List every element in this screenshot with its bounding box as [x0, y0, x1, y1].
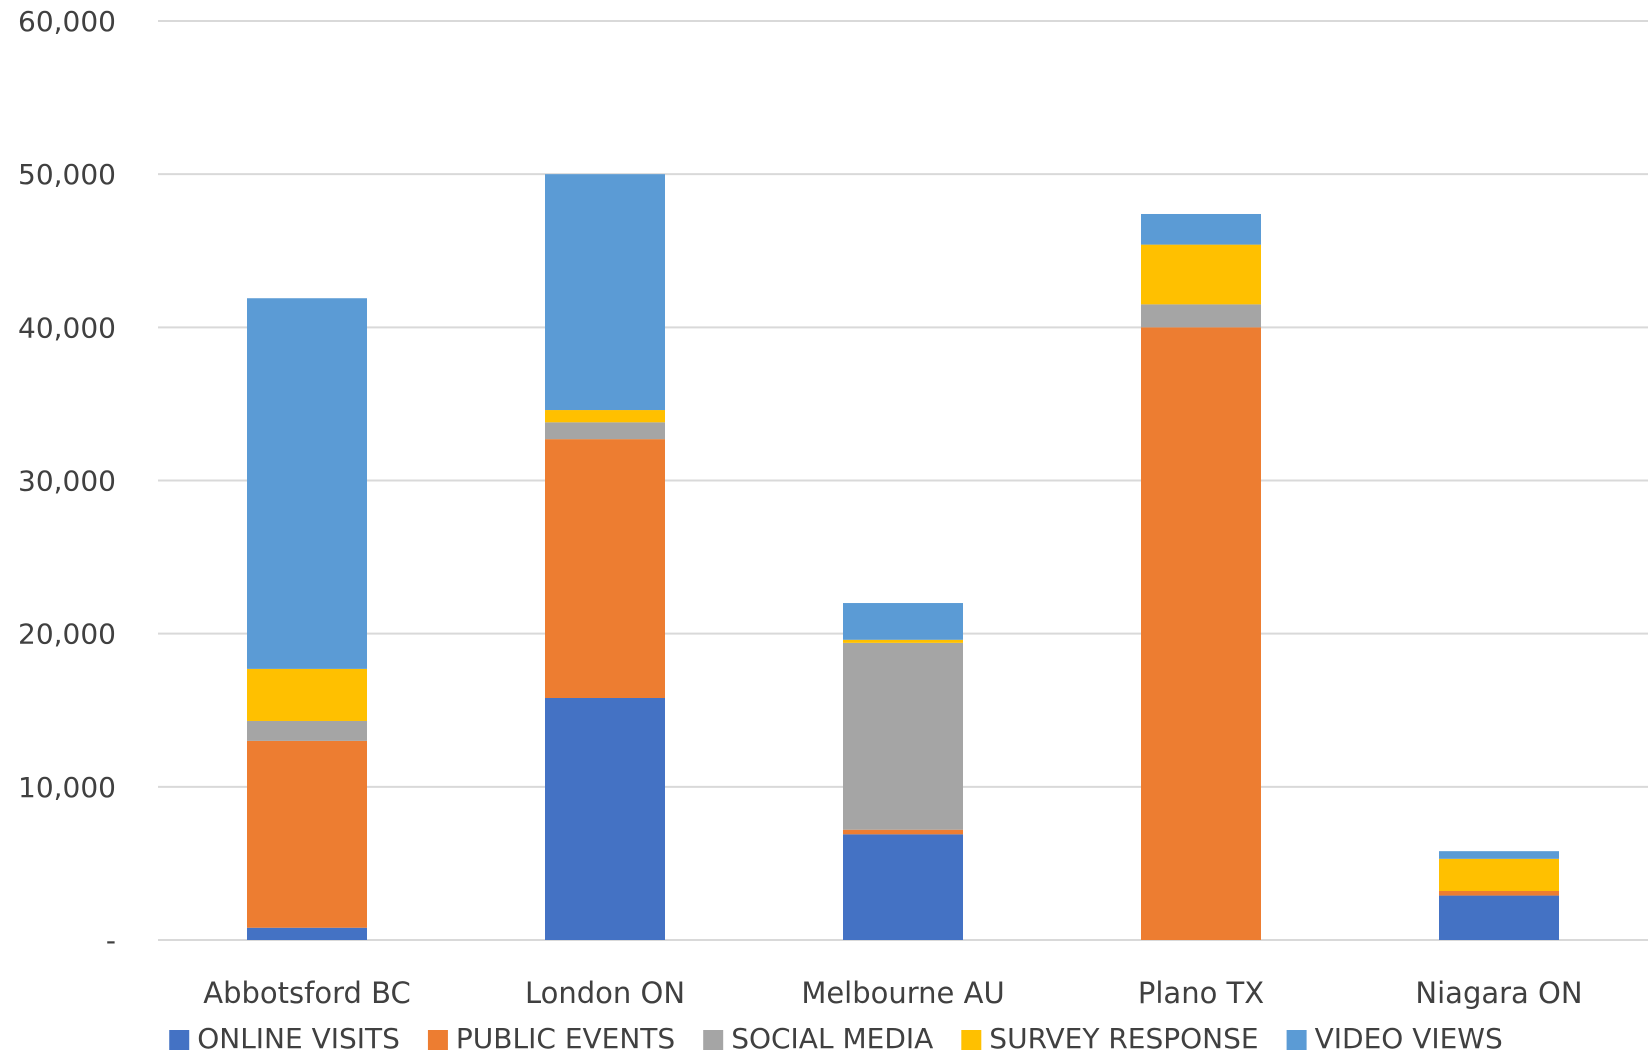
legend-swatch: [427, 1030, 448, 1050]
bar-segment: [1141, 327, 1261, 940]
legend-label: ONLINE VISITS: [197, 1022, 400, 1055]
legend-swatch: [169, 1030, 190, 1050]
legend: ONLINE VISITS PUBLIC EVENTS SOCIAL MEDIA SU…: [169, 1022, 1503, 1055]
legend-item: ONLINE VISITS: [169, 1022, 400, 1055]
legend-swatch: [961, 1030, 982, 1050]
bar-segment: [1439, 858, 1559, 891]
y-tick-label: 40,000: [18, 311, 116, 344]
legend-item: PUBLIC EVENTS: [427, 1022, 675, 1055]
bar-segment: [1141, 244, 1261, 305]
bar-segment: [843, 834, 963, 940]
bar-segment: [247, 740, 367, 928]
bar-segment: [247, 298, 367, 669]
y-tick-label: 30,000: [18, 465, 116, 498]
legend-swatch: [703, 1030, 724, 1050]
x-category-label: London ON: [525, 976, 685, 1010]
bar-segment: [843, 642, 963, 830]
bar-segment: [247, 927, 367, 940]
y-tick-label: 60,000: [18, 5, 116, 38]
legend-item: SOCIAL MEDIA: [703, 1022, 933, 1055]
bar-segment: [1141, 213, 1261, 245]
x-category-label: Abbotsford BC: [203, 976, 411, 1010]
bar-segment: [545, 439, 665, 698]
bar-segment: [1141, 304, 1261, 328]
bar-segment: [545, 174, 665, 411]
bar-segment: [1439, 851, 1559, 859]
bar-segment: [247, 720, 367, 741]
bar-segment: [1439, 895, 1559, 940]
y-axis: - 10,000 20,000 30,000 40,000 50,000 60,000: [18, 5, 116, 957]
x-category-label: Niagara ON: [1415, 976, 1582, 1010]
legend-label: PUBLIC EVENTS: [456, 1022, 675, 1055]
legend-swatch: [1286, 1030, 1307, 1050]
x-category-label: Melbourne AU: [801, 976, 1004, 1010]
bar-segment: [545, 697, 665, 940]
bar-segment: [545, 410, 665, 423]
legend-label: VIDEO VIEWS: [1315, 1022, 1503, 1055]
y-tick-label: 50,000: [18, 158, 116, 191]
y-tick-label: 20,000: [18, 618, 116, 651]
bar-segment: [843, 603, 963, 640]
legend-item: SURVEY RESPONSE: [961, 1022, 1259, 1055]
bar-segment: [247, 668, 367, 721]
legend-label: SURVEY RESPONSE: [989, 1022, 1258, 1055]
x-category-label: Plano TX: [1138, 976, 1264, 1010]
bars: [247, 174, 1559, 940]
bar-segment: [545, 422, 665, 440]
x-axis: Abbotsford BC London ON Melbourne AU Plano …: [203, 976, 1582, 1010]
y-tick-label: -: [106, 924, 116, 957]
y-tick-label: 10,000: [18, 771, 116, 804]
bar-segment: [1439, 890, 1559, 896]
legend-label: SOCIAL MEDIA: [731, 1022, 933, 1055]
bar-segment: [843, 829, 963, 835]
legend-item: VIDEO VIEWS: [1286, 1022, 1503, 1055]
bar-segment: [843, 639, 963, 643]
